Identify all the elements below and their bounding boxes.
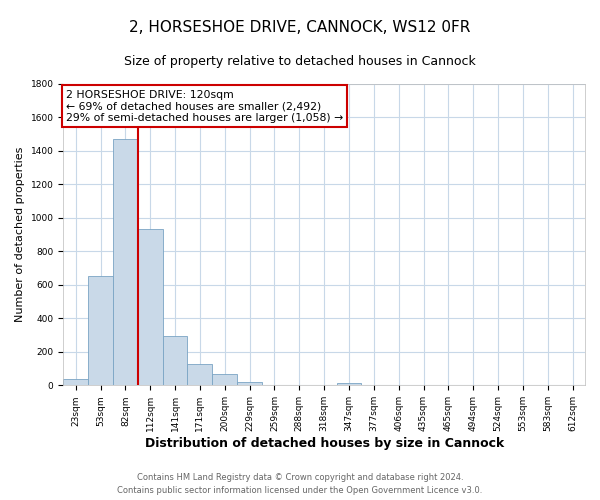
Bar [212,374,237,386]
Bar [337,384,361,386]
Bar [88,276,113,386]
Bar [187,364,212,386]
X-axis label: Distribution of detached houses by size in Cannock: Distribution of detached houses by size … [145,437,504,450]
Text: Contains public sector information licensed under the Open Government Licence v3: Contains public sector information licen… [118,486,482,495]
Bar [113,139,138,386]
Text: 2, HORSESHOE DRIVE, CANNOCK, WS12 0FR: 2, HORSESHOE DRIVE, CANNOCK, WS12 0FR [130,20,470,35]
Bar [138,228,163,386]
Bar [163,336,187,386]
Text: Size of property relative to detached houses in Cannock: Size of property relative to detached ho… [124,55,476,68]
Bar [262,384,287,386]
Text: Contains HM Land Registry data © Crown copyright and database right 2024.: Contains HM Land Registry data © Crown c… [137,474,463,482]
Text: 2 HORSESHOE DRIVE: 120sqm
← 69% of detached houses are smaller (2,492)
29% of se: 2 HORSESHOE DRIVE: 120sqm ← 69% of detac… [66,90,343,122]
Y-axis label: Number of detached properties: Number of detached properties [15,146,25,322]
Bar [63,378,88,386]
Bar [237,382,262,386]
